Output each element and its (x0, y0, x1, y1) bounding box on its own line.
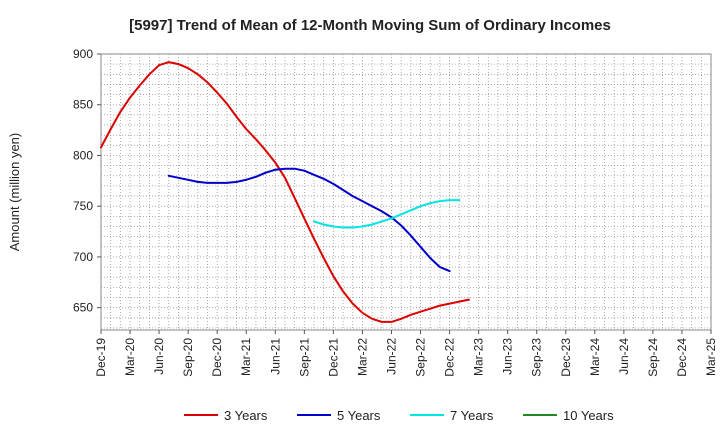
x-tick-label: Jun-24 (617, 338, 631, 375)
x-tick-label: Jun-23 (501, 338, 515, 375)
y-ticks: 650 700 750 800 850 900 (73, 47, 101, 315)
y-tick-label: 750 (73, 199, 93, 213)
x-tick-label: Jun-20 (152, 338, 166, 375)
x-tick-label: Dec-19 (94, 338, 108, 377)
grid-layer (101, 54, 711, 330)
y-tick-label: 700 (73, 250, 93, 264)
x-tick-label: Sep-20 (181, 338, 195, 377)
x-tick-label: Sep-21 (297, 338, 311, 377)
x-tick-label: Jun-21 (268, 338, 282, 375)
x-tick-label: Dec-22 (443, 338, 457, 377)
plot-area (100, 53, 712, 331)
chart-title: [5997] Trend of Mean of 12-Month Moving … (129, 17, 611, 34)
x-tick-label: Mar-21 (239, 338, 253, 376)
y-tick-label: 850 (73, 98, 93, 112)
x-tick-label: Mar-23 (472, 338, 486, 376)
series-line-5-years (167, 167, 451, 273)
x-tick-label: Dec-21 (326, 338, 340, 377)
x-tick-label: Mar-20 (123, 338, 137, 376)
x-tick-label: Dec-24 (675, 338, 689, 377)
legend-label: 3 Years (224, 408, 268, 423)
y-axis-label: Amount (million yen) (7, 133, 22, 252)
x-tick-label: Mar-22 (355, 338, 369, 376)
series-line-7-years (313, 199, 461, 229)
legend-label: 5 Years (337, 408, 381, 423)
x-tick-label: Sep-22 (414, 338, 428, 377)
x-tick-label: Jun-22 (384, 338, 398, 375)
series-line-3-years (100, 61, 470, 323)
x-ticks: Dec-19 Mar-20 Jun-20 Sep-20 Dec-20 Mar-21 Jun-… (94, 330, 718, 377)
x-tick-label: Mar-25 (704, 338, 718, 376)
x-tick-label: Dec-20 (210, 338, 224, 377)
y-tick-label: 800 (73, 148, 93, 162)
legend: 3 Years 5 Years 7 Years 10 Years (184, 408, 614, 423)
x-tick-label: Mar-24 (588, 338, 602, 376)
legend-label: 10 Years (563, 408, 614, 423)
y-tick-label: 650 (73, 301, 93, 315)
series-layer (100, 61, 470, 323)
x-tick-label: Sep-24 (646, 338, 660, 377)
x-tick-label: Dec-23 (559, 338, 573, 377)
y-tick-label: 900 (73, 47, 93, 61)
legend-label: 7 Years (450, 408, 494, 423)
x-tick-label: Sep-23 (530, 338, 544, 377)
